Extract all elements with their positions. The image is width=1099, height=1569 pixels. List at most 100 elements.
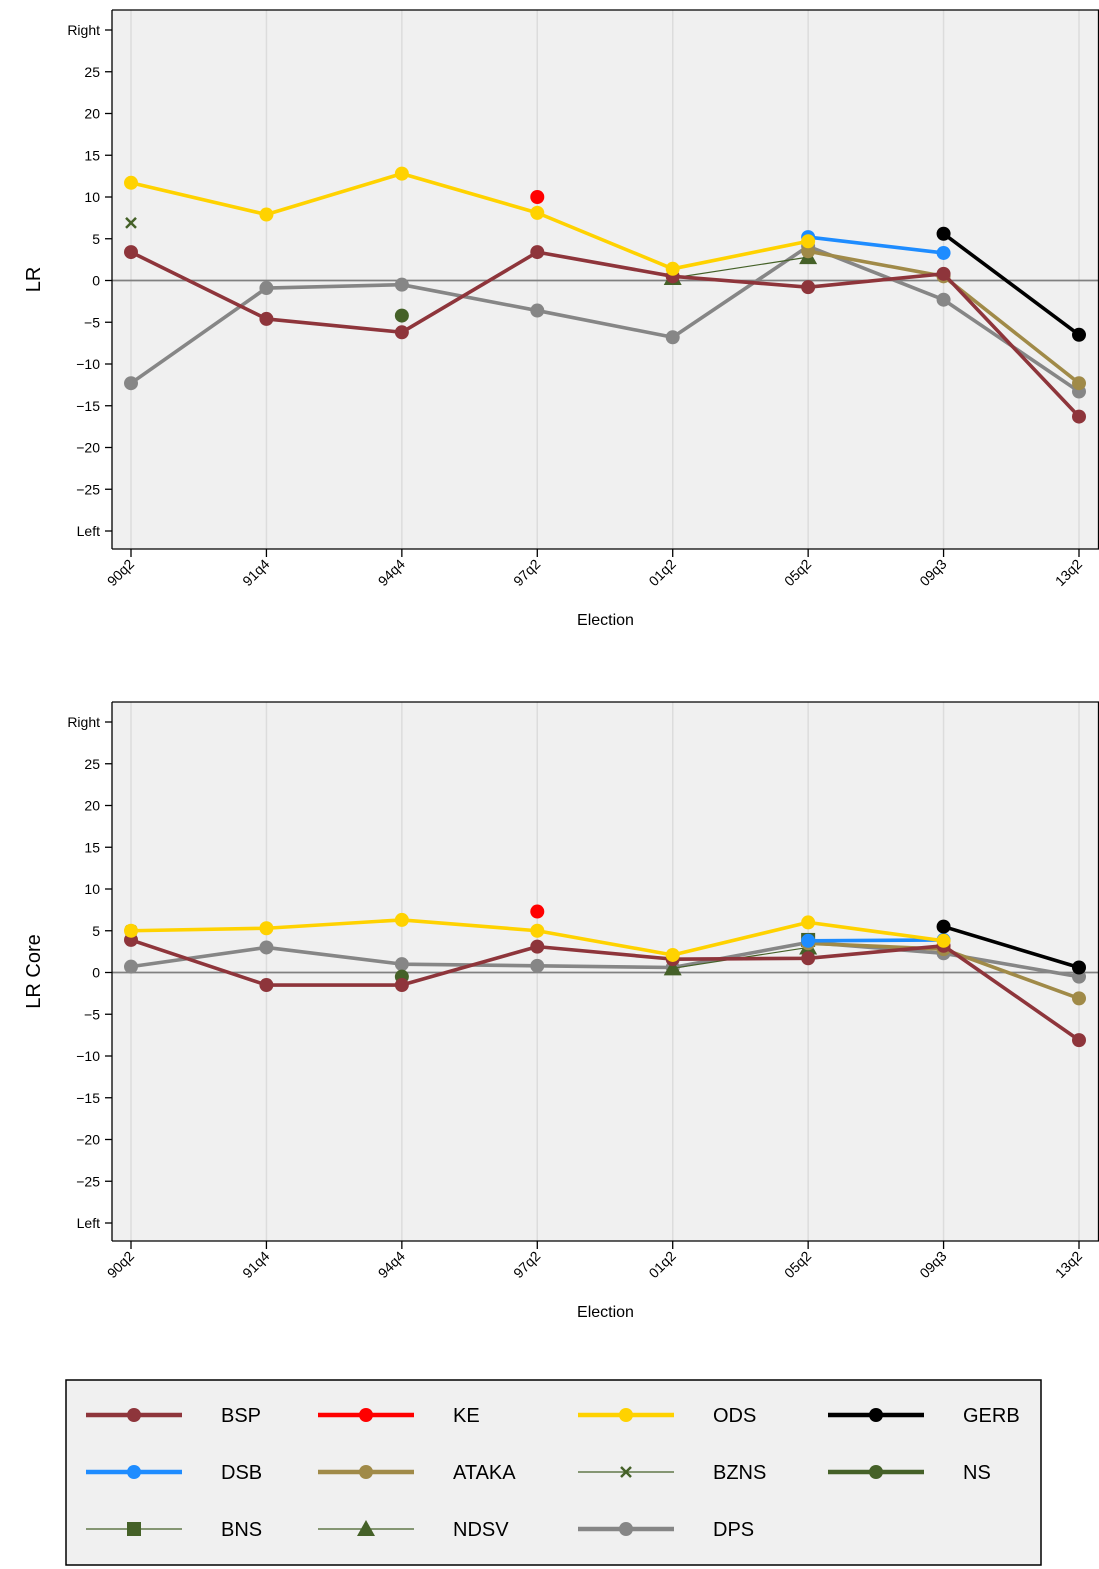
series-line-dsb bbox=[807, 235, 944, 255]
series-ke bbox=[530, 190, 545, 204]
legend-item-ods: ODS bbox=[578, 1405, 756, 1427]
x-tick-label-90q2: 90q2 bbox=[104, 1248, 137, 1281]
point-ods-91q4 bbox=[259, 207, 274, 222]
point-gerb-09q3 bbox=[936, 919, 951, 934]
y-tick-label-20: −20 bbox=[76, 1132, 100, 1148]
legend-swatch-marker bbox=[619, 1522, 633, 1536]
series-line-dps bbox=[129, 244, 1081, 394]
x-tick-label-13q2: 13q2 bbox=[1052, 1248, 1085, 1281]
series-ods bbox=[124, 166, 816, 276]
x-tick-label-05q2: 05q2 bbox=[781, 556, 814, 589]
y-tick-label-25: 25 bbox=[84, 756, 100, 772]
y-tick-label-15: 15 bbox=[84, 839, 100, 855]
point-dps-09q3 bbox=[936, 292, 951, 307]
y-tick-label-right: Right bbox=[67, 22, 100, 38]
legend-swatch-marker bbox=[869, 1465, 883, 1479]
point-dsb-05q2 bbox=[801, 933, 816, 948]
series-gerb bbox=[936, 226, 1086, 342]
legend-swatch-marker bbox=[359, 1465, 373, 1479]
x-tick-label-97q2: 97q2 bbox=[510, 556, 543, 589]
legend-label: ATAKA bbox=[453, 1462, 516, 1484]
legend-item-dps: DPS bbox=[578, 1519, 754, 1541]
plot-area bbox=[112, 10, 1099, 549]
point-ods-97q2 bbox=[530, 923, 545, 938]
legend-item-ke: KE bbox=[318, 1405, 480, 1427]
series-line-gerb bbox=[943, 924, 1080, 970]
x-tick-label-91q4: 91q4 bbox=[239, 556, 272, 589]
x-axis-title: Election bbox=[577, 612, 634, 629]
point-ns-94q4 bbox=[394, 308, 409, 323]
point-gerb-09q3 bbox=[936, 226, 951, 241]
y-axis-title: LR Core bbox=[23, 934, 45, 1008]
point-bsp-97q2 bbox=[530, 245, 545, 260]
point-bsp-13q2 bbox=[1072, 409, 1086, 424]
legend-item-bzns: BZNS bbox=[578, 1462, 766, 1484]
legend-label: DPS bbox=[713, 1519, 754, 1541]
legend-swatch-marker bbox=[127, 1408, 141, 1422]
legend-label: BNS bbox=[221, 1519, 262, 1541]
point-ods-05q2 bbox=[801, 234, 816, 249]
point-ke-97q2 bbox=[530, 904, 545, 919]
series-ns bbox=[394, 308, 409, 323]
legend: BSP KE ODS GERB DSB ATAKA BZNS NS BNS NDSV DPS bbox=[65, 1379, 1042, 1566]
y-tick-label-10: −10 bbox=[76, 356, 100, 372]
legend-item-gerb: GERB bbox=[828, 1405, 1020, 1427]
point-bsp-91q4 bbox=[259, 311, 274, 326]
legend-label: NS bbox=[963, 1462, 991, 1484]
x-tick-label-94q4: 94q4 bbox=[375, 556, 408, 589]
point-bsp-94q4 bbox=[394, 325, 409, 340]
point-ndsv-01q2 bbox=[663, 959, 682, 976]
x-axis-title: Election bbox=[577, 1304, 634, 1321]
point-bsp-97q2 bbox=[530, 939, 545, 954]
point-ataka-05q2 bbox=[801, 244, 816, 259]
legend-label: KE bbox=[453, 1405, 480, 1427]
legend-swatch-marker bbox=[869, 1408, 883, 1422]
x-tick-label-97q2: 97q2 bbox=[510, 1248, 543, 1281]
y-tick-label-0: 0 bbox=[92, 965, 100, 981]
point-ods-97q2 bbox=[530, 205, 545, 220]
y-tick-label-10: 10 bbox=[84, 881, 100, 897]
point-bsp-09q3 bbox=[936, 266, 951, 281]
point-bsp-94q4 bbox=[394, 978, 409, 993]
legend-label: GERB bbox=[963, 1405, 1020, 1427]
legend-label: DSB bbox=[221, 1462, 262, 1484]
legend-swatch-marker bbox=[127, 1465, 141, 1479]
legend-label: BSP bbox=[221, 1405, 261, 1427]
point-ods-94q4 bbox=[394, 912, 409, 927]
legend-label: BZNS bbox=[713, 1462, 766, 1484]
point-ods-01q2 bbox=[665, 947, 680, 962]
y-tick-label-15: −15 bbox=[76, 1090, 100, 1106]
y-tick-label-left: Left bbox=[77, 523, 100, 539]
chart-lr: Right 25 20 15 10 5 0 −5 −10 −15 −20 −25 Left 90q2 91q… bbox=[23, 9, 1099, 629]
point-ods-90q2 bbox=[124, 923, 138, 938]
point-ataka-13q2 bbox=[1072, 991, 1086, 1006]
y-tick-label-5: −5 bbox=[84, 1006, 100, 1022]
series-line-dsb bbox=[808, 938, 944, 943]
point-dps-91q4 bbox=[259, 281, 274, 296]
legend-item-ns: NS bbox=[828, 1462, 991, 1484]
legend-item-bns: BNS bbox=[86, 1519, 262, 1541]
legend-label: NDSV bbox=[453, 1519, 509, 1541]
point-ods-09q3 bbox=[936, 933, 951, 948]
y-tick-label-0: 0 bbox=[92, 273, 100, 289]
x-tick-label-01q2: 01q2 bbox=[645, 556, 678, 589]
point-ods-94q4 bbox=[394, 166, 409, 181]
y-tick-label-left: Left bbox=[77, 1215, 100, 1231]
legend-swatch-marker bbox=[359, 1408, 373, 1422]
y-tick-label-10: −10 bbox=[76, 1048, 100, 1064]
point-ataka-13q2 bbox=[1072, 376, 1086, 391]
point-dps-97q2 bbox=[530, 303, 545, 318]
point-bzns-90q2 bbox=[125, 217, 137, 229]
legend-item-ndsv: NDSV bbox=[318, 1519, 509, 1541]
point-dps-97q2 bbox=[530, 958, 545, 973]
series-bzns bbox=[125, 217, 137, 229]
point-dps-94q4 bbox=[394, 277, 409, 292]
series-gerb bbox=[936, 919, 1086, 975]
point-ke-97q2 bbox=[530, 190, 545, 204]
legend-item-dsb: DSB bbox=[86, 1462, 262, 1484]
point-dps-94q4 bbox=[394, 957, 409, 972]
y-tick-label-25: 25 bbox=[84, 64, 100, 80]
point-gerb-13q2 bbox=[1072, 960, 1086, 975]
point-ods-91q4 bbox=[259, 921, 274, 936]
